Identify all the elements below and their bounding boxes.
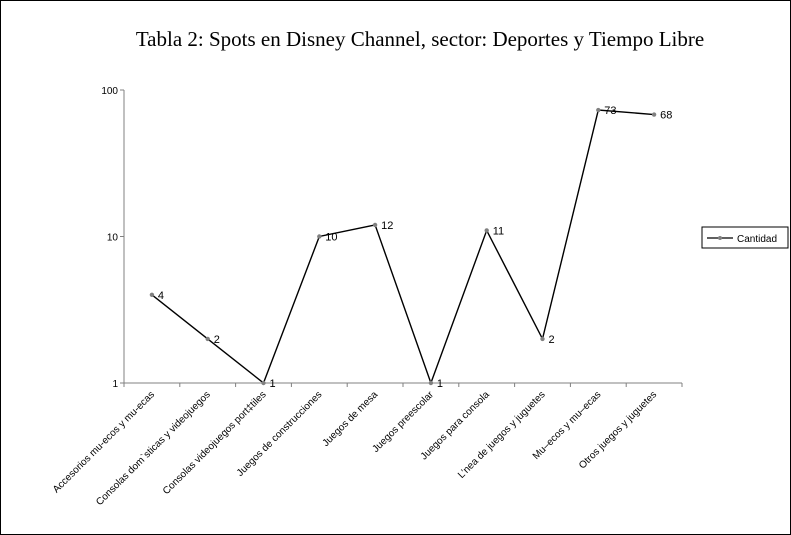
y-tick-label: 10 [107, 233, 119, 244]
data-point [596, 107, 601, 113]
data-label: 73 [604, 105, 616, 117]
legend: Cantidad [701, 226, 789, 249]
data-label: 12 [381, 220, 393, 232]
category-label: Juegos preescolar [370, 389, 436, 455]
data-point [205, 336, 210, 342]
legend-box [701, 226, 789, 249]
legend-label: Cantidad [737, 234, 777, 245]
data-point [261, 380, 266, 386]
data-point [651, 112, 657, 117]
series-cantidad [149, 107, 657, 386]
data-point [372, 222, 378, 228]
category-label: Consolas videojuegos port‡tiles [161, 389, 269, 497]
x-ticks [123, 383, 683, 387]
series-line [151, 109, 655, 386]
data-point [540, 336, 545, 342]
data-label: 10 [325, 232, 337, 244]
legend-swatch-marker [718, 236, 722, 240]
data-point [484, 228, 489, 233]
chart-title: Tabla 2: Spots en Disney Channel, sector… [136, 27, 704, 51]
category-label: Accesorios mu-ecos y mu-ecas [51, 389, 157, 495]
data-label: 4 [158, 290, 164, 302]
data-point [428, 380, 434, 386]
category-label: Consolas dom`sticas y videojuegos [93, 389, 212, 508]
data-label: 68 [660, 110, 672, 122]
y-tick-label: 1 [112, 379, 118, 390]
y-ticks: 1 10 100 [101, 86, 124, 390]
data-label: 11 [493, 225, 504, 237]
y-tick-label: 100 [101, 86, 118, 97]
data-label: 2 [214, 334, 220, 346]
data-label: 1 [437, 378, 443, 390]
data-point [149, 292, 155, 297]
data-label: 1 [270, 378, 276, 390]
data-label: 2 [549, 334, 555, 346]
category-label: Juegos de mesa [321, 389, 381, 449]
data-point [317, 234, 322, 239]
